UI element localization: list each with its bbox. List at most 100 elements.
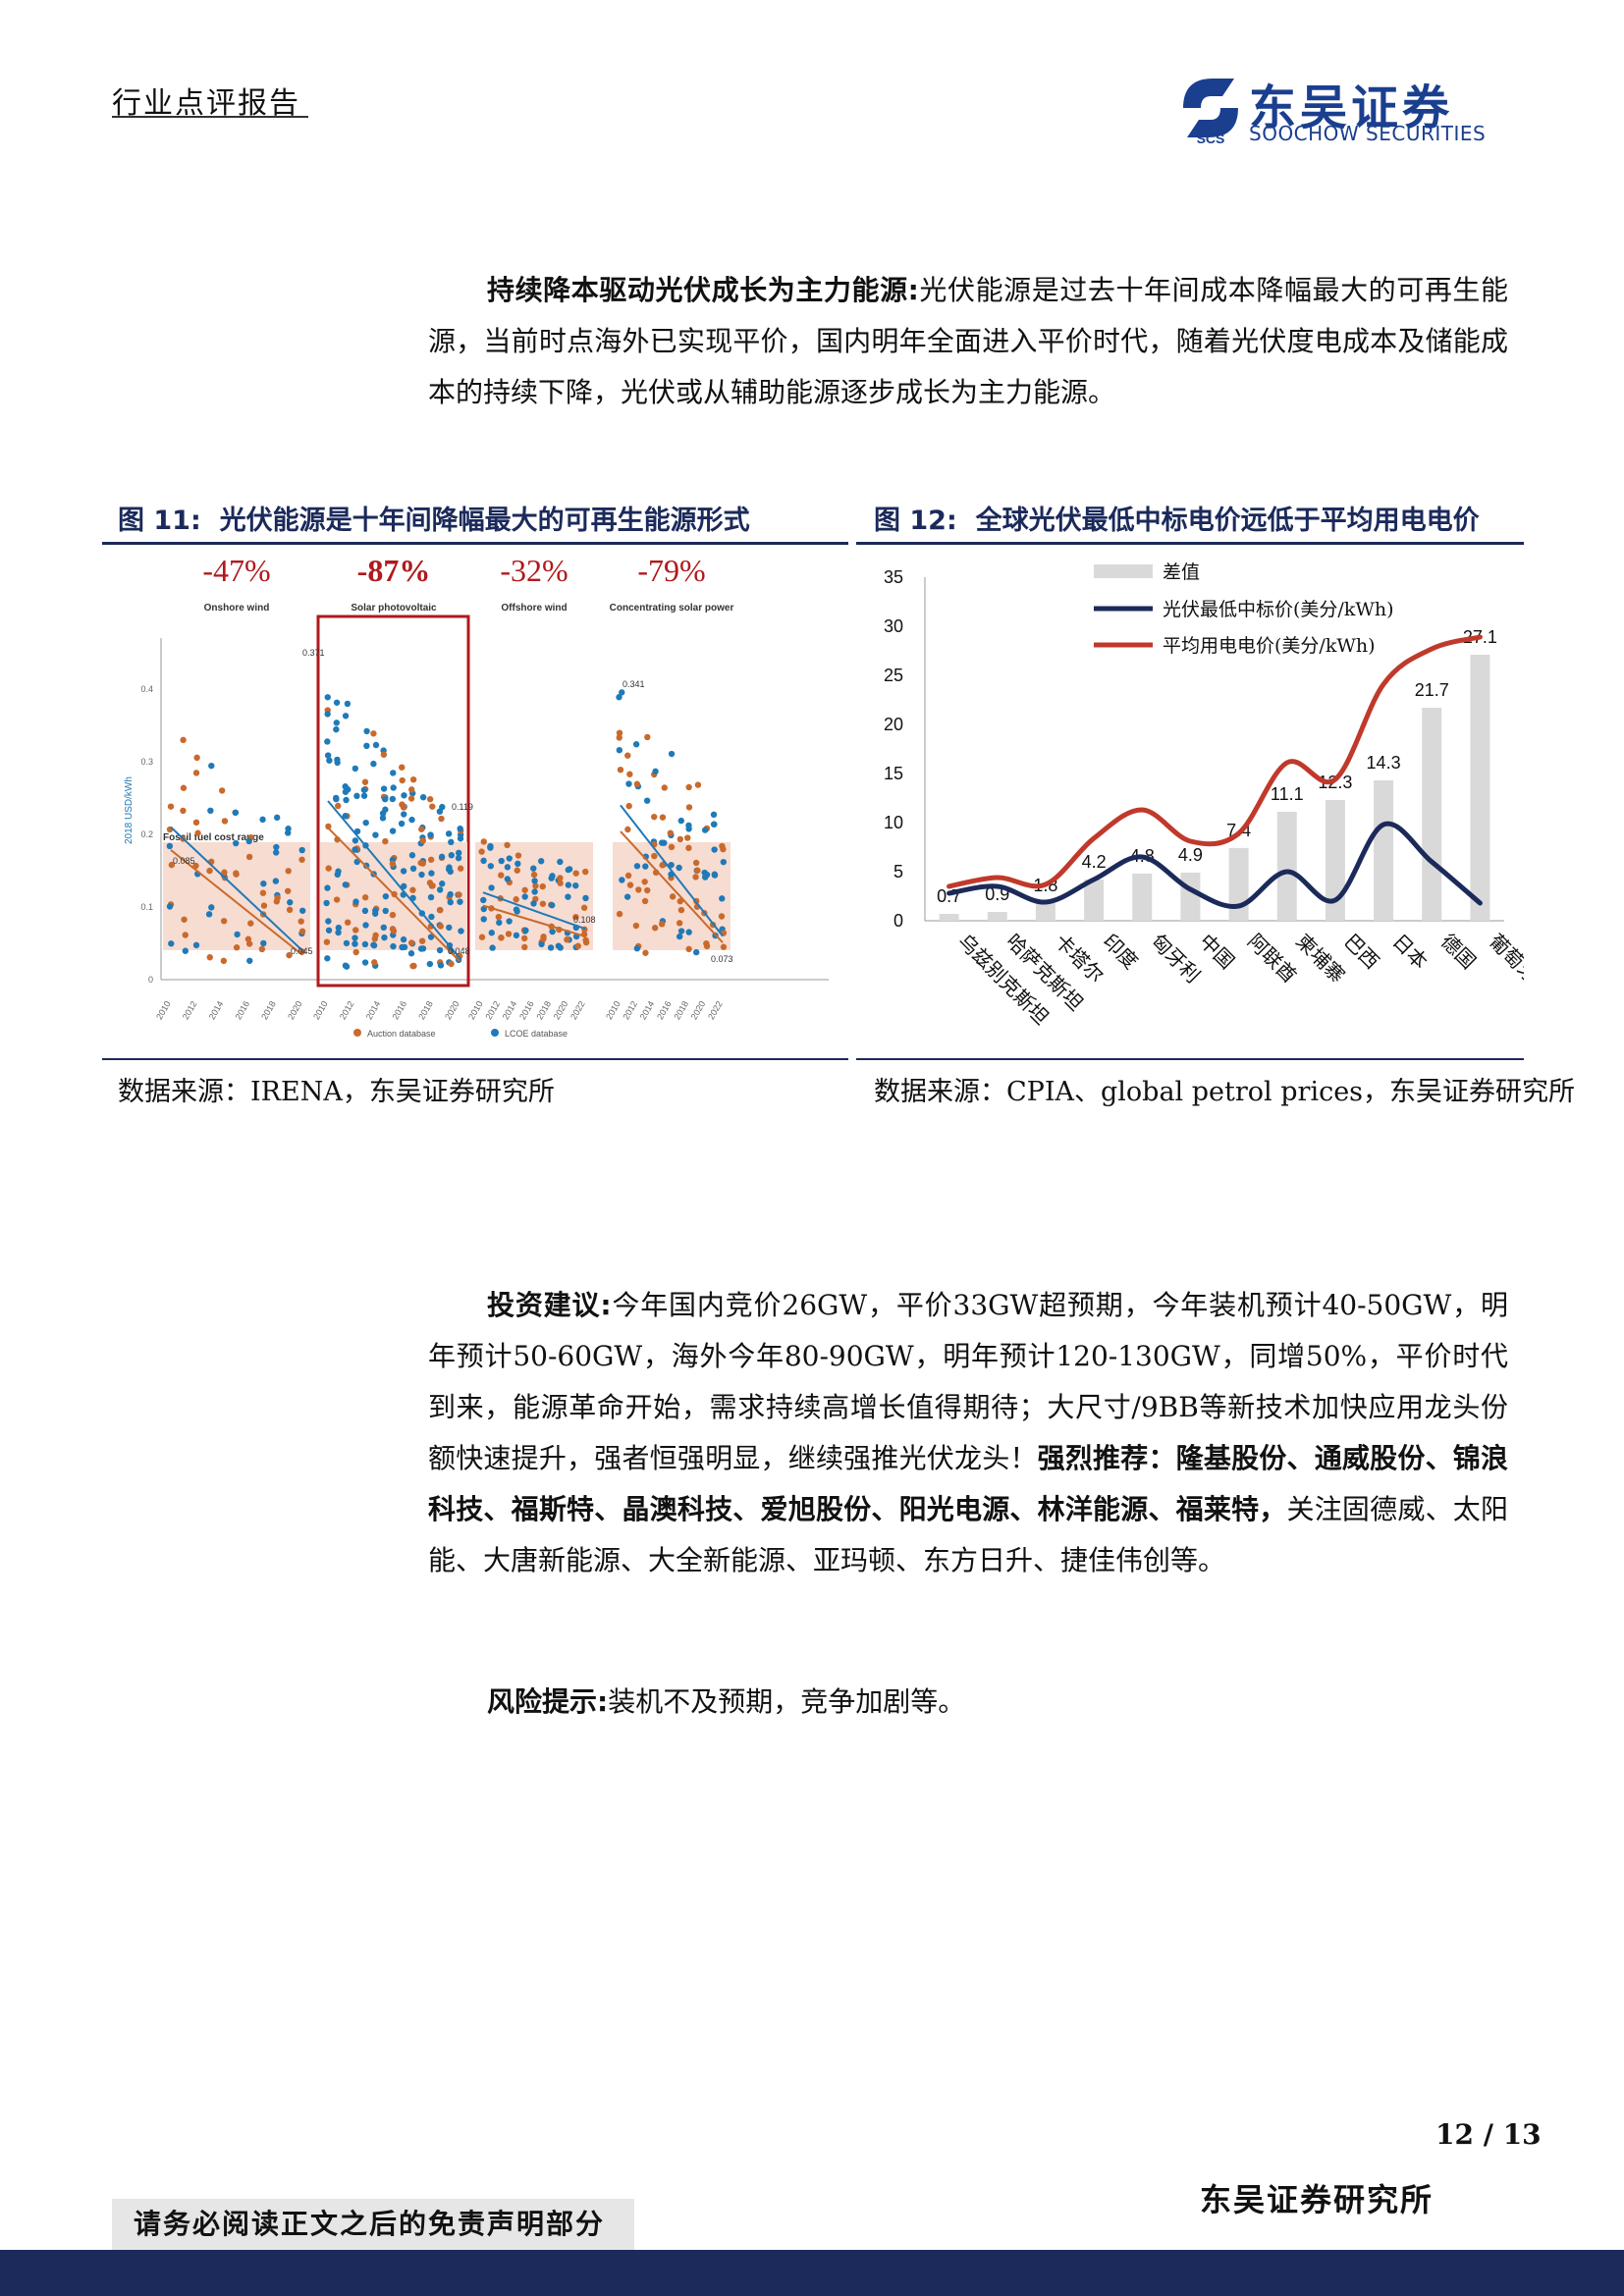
fig11-lcoe-point: [506, 855, 513, 862]
fig11-label: 图 11:: [118, 506, 201, 536]
fig11-lcoe-point: [381, 795, 389, 803]
fig11-y-tick: 0.3: [140, 757, 153, 767]
fig11-lcoe-point: [455, 849, 462, 857]
fig11-auction-point: [192, 770, 200, 776]
fig11-x-tick: 2020: [552, 999, 570, 1021]
fig11-lcoe-point: [489, 944, 496, 951]
fig11-x-tick: 2012: [621, 999, 639, 1021]
fig11-lcoe-point: [549, 928, 556, 935]
fig11-auction-point: [624, 752, 631, 759]
fig11-x-tick: 2016: [390, 999, 408, 1021]
fig11-auction-point: [180, 807, 187, 815]
fig11-lcoe-point: [400, 868, 407, 875]
fig11-auction-point: [498, 934, 505, 941]
fig11-lcoe-point: [514, 860, 521, 868]
fig11-auction-point: [409, 886, 416, 893]
fig11-lcoe-point: [447, 868, 454, 876]
fig11-lcoe-point: [323, 899, 330, 907]
fig11-lcoe-point: [487, 844, 494, 851]
fig11-x-tick: 2010: [466, 999, 485, 1021]
fig11-auction-point: [505, 931, 513, 937]
fig11-auction-point: [352, 927, 359, 934]
fig11-legend-lcoe: LCOE database: [505, 1029, 568, 1039]
fig11-auction-point: [580, 904, 588, 911]
fig11-y-tick: 0.4: [140, 684, 153, 694]
fig11-auction-point: [419, 837, 426, 844]
fig11-auction-point: [677, 906, 685, 914]
fig11-auction-point: [685, 783, 692, 791]
fig11-x-tick: 2012: [181, 999, 199, 1021]
fig11-lcoe-point: [643, 797, 651, 804]
fig11-auction-point: [344, 919, 352, 926]
fig11-lcoe-point: [401, 882, 407, 890]
fig11-lcoe-point: [379, 810, 387, 817]
fig11-lcoe-point: [448, 838, 455, 846]
fig11-auction-point: [572, 870, 579, 877]
fig11-lcoe-point: [457, 835, 464, 842]
fig12-bid-price-line: [947, 821, 1483, 909]
fig12-y-tick: 5: [893, 862, 903, 881]
fig11-lcoe-point: [333, 720, 341, 726]
fig11-lcoe-point: [362, 819, 369, 827]
fig11-auction-point: [180, 784, 188, 791]
fig11-lcoe-point: [363, 742, 370, 750]
fig11-lcoe-point: [437, 962, 445, 969]
fig11-lcoe-point: [361, 959, 369, 966]
fig11-end-label: 0.073: [711, 954, 733, 964]
fig11-auction-trend: [327, 827, 460, 962]
fig11-auction-point: [298, 856, 305, 863]
fig11-lcoe-point: [642, 863, 649, 870]
fig11-lcoe-point: [390, 942, 397, 950]
fig11-auction-point: [616, 729, 623, 736]
fig11-x-tick: 2018: [534, 999, 553, 1021]
fig11-legend-auction-marker: [353, 1029, 361, 1037]
fig11-auction-point: [635, 886, 642, 893]
fig11-auction-point: [218, 787, 226, 794]
fig11-lcoe-point: [168, 940, 175, 947]
fig11-lcoe-point: [352, 934, 358, 941]
fig11-lcoe-point: [480, 905, 487, 913]
fig11-auction-point: [557, 875, 564, 881]
fig12-source: 数据来源：CPIA、global petrol prices，东吴证券研究所: [874, 1077, 1576, 1107]
fig11-lcoe-point: [352, 940, 358, 947]
fig11-lcoe-point: [285, 829, 292, 836]
fig11-lcoe-point: [685, 929, 692, 935]
fig11-auction-point: [685, 945, 692, 953]
fig11-lcoe-point: [342, 783, 349, 790]
fig11-x-tick: 2020: [689, 999, 708, 1021]
footer-bar: [0, 2250, 1624, 2296]
fig11-lcoe-point: [428, 870, 435, 877]
fig11-auction-point: [532, 882, 539, 889]
fig11-lcoe-point: [352, 898, 359, 905]
fig11-lcoe-point: [521, 893, 528, 900]
fig11-lcoe-point: [616, 694, 623, 701]
fig12-bottom-rule: [856, 1058, 1524, 1060]
fig11-auction-point: [193, 754, 200, 762]
fig11-auction-point: [418, 937, 426, 944]
fig11-lcoe-point: [711, 846, 718, 853]
fig11-lcoe-point: [335, 868, 342, 875]
fig11-lcoe-point: [352, 765, 359, 773]
fig11-lcoe-point: [448, 852, 455, 859]
fig11-lcoe-point: [488, 930, 495, 936]
fig11-lcoe-point: [361, 907, 369, 915]
fig11-lcoe-point: [438, 853, 446, 861]
fig11-auction-point: [478, 934, 486, 940]
fig12-legend-avg: 平均用电电价(美分/kWh): [1163, 635, 1376, 657]
fig11-lcoe-point: [623, 893, 631, 900]
fig11-auction-point: [233, 944, 241, 951]
header-title: 行业点评报告: [112, 86, 300, 121]
fig11-lcoe-point: [335, 924, 343, 932]
fig11-auction-point: [642, 949, 649, 956]
fig11-panel-pct: -87%: [357, 553, 431, 588]
intro-text: 光伏能源是过去十年间成本降幅最大的可再生能源，当前时点海外已实现平价，国内明年全…: [428, 274, 1508, 408]
fig12-bar: [1470, 655, 1490, 921]
fig11-lcoe-point: [182, 947, 189, 954]
fig11-auction-point: [624, 872, 632, 880]
fig12-bar: [1276, 812, 1297, 921]
fig11-lcoe-point: [389, 795, 397, 803]
fig11-x-tick: 2010: [154, 999, 173, 1021]
fig11-lcoe-point: [234, 931, 241, 938]
fig11-lcoe-point: [455, 854, 462, 862]
fig11-lcoe-point: [565, 893, 571, 900]
